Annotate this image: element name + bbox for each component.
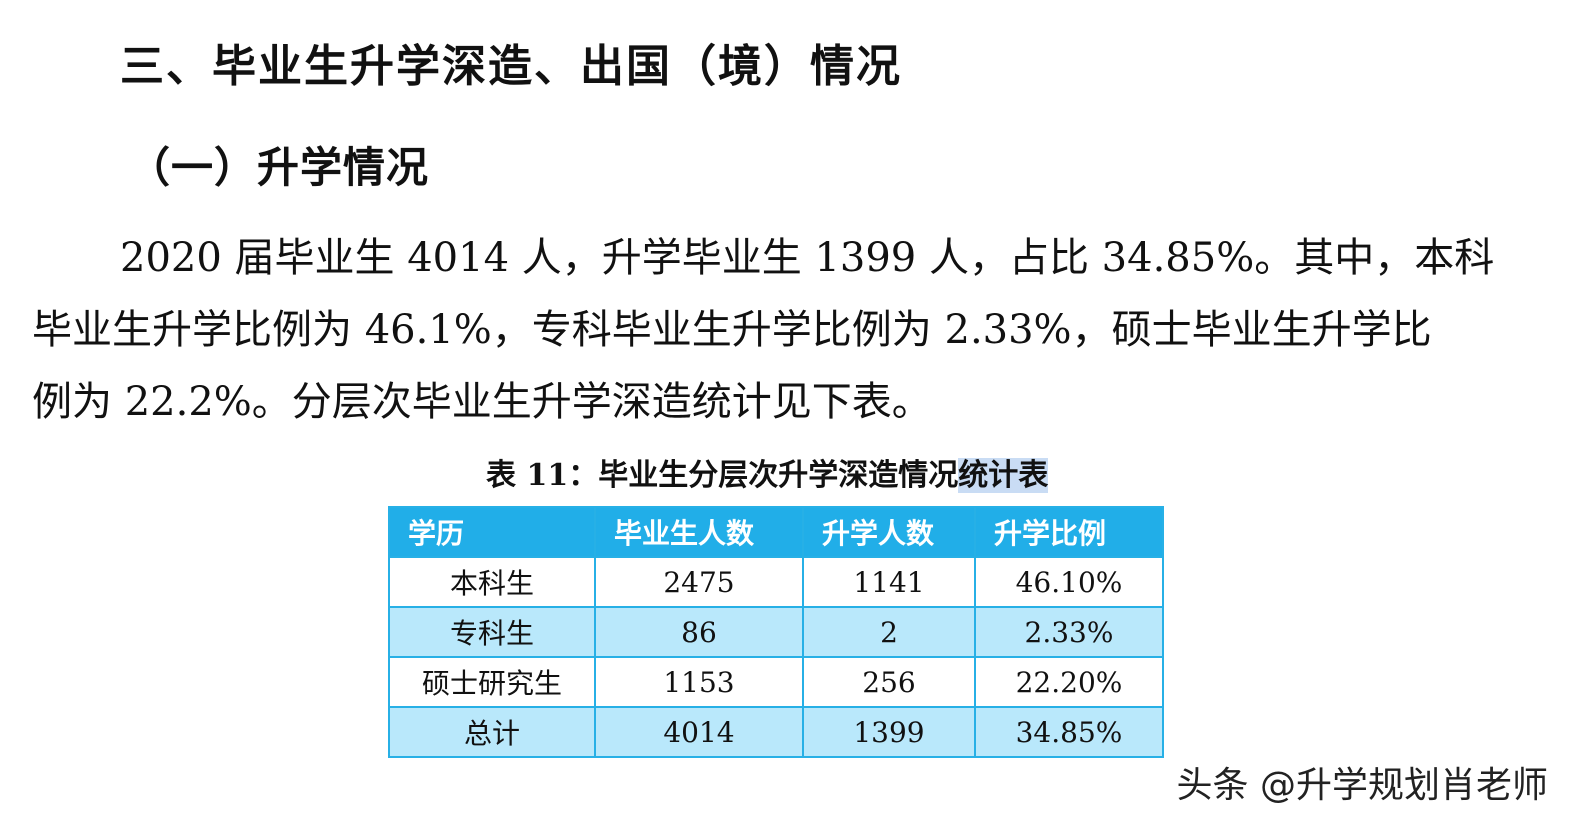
caption-main: 表 11：毕业生分层次升学深造情况 xyxy=(486,458,959,493)
table-caption: 表 11：毕业生分层次升学深造情况统计表 xyxy=(486,450,1049,494)
section-heading: 三、毕业生升学深造、出国（境）情况 xyxy=(120,41,902,92)
cell-graduates: 2475 xyxy=(594,556,804,608)
paragraph-line-1: 2020 届毕业生 4014 人，升学毕业生 1399 人，占比 34.85%。… xyxy=(120,235,1495,281)
caption-selected-text[interactable]: 统计表 xyxy=(958,458,1049,493)
cell-degree: 专科生 xyxy=(388,606,596,658)
table-header-row: 学历 毕业生人数 升学人数 升学比例 xyxy=(388,506,1164,558)
cell-rate: 22.20% xyxy=(974,656,1164,708)
cell-graduates: 4014 xyxy=(594,706,804,758)
cell-degree: 总计 xyxy=(388,706,596,758)
header-rate: 升学比例 xyxy=(974,506,1164,558)
cell-further-study: 1399 xyxy=(802,706,976,758)
source-watermark: 头条 @升学规划肖老师 xyxy=(1176,765,1548,806)
graduate-stats-table: 学历 毕业生人数 升学人数 升学比例 本科生 2475 1141 46.10% … xyxy=(388,506,1164,758)
cell-degree: 硕士研究生 xyxy=(388,656,596,708)
table-row: 本科生 2475 1141 46.10% xyxy=(388,556,1164,608)
paragraph-line-2: 毕业生升学比例为 46.1%，专科毕业生升学比例为 2.33%，硕士毕业生升学比 xyxy=(32,307,1432,353)
cell-rate: 46.10% xyxy=(974,556,1164,608)
table-row: 专科生 86 2 2.33% xyxy=(388,606,1164,658)
cell-rate: 2.33% xyxy=(974,606,1164,658)
header-further-study: 升学人数 xyxy=(802,506,976,558)
subsection-heading: （一）升学情况 xyxy=(128,143,430,192)
cell-further-study: 2 xyxy=(802,606,976,658)
paragraph-line-3: 例为 22.2%。分层次毕业生升学深造统计见下表。 xyxy=(32,379,932,425)
header-degree: 学历 xyxy=(388,506,596,558)
cell-degree: 本科生 xyxy=(388,556,596,608)
body-paragraph: 2020 届毕业生 4014 人，升学毕业生 1399 人，占比 34.85%。… xyxy=(32,222,1532,438)
cell-graduates: 1153 xyxy=(594,656,804,708)
cell-further-study: 256 xyxy=(802,656,976,708)
cell-rate: 34.85% xyxy=(974,706,1164,758)
cell-graduates: 86 xyxy=(594,606,804,658)
header-graduates: 毕业生人数 xyxy=(594,506,804,558)
table-row: 硕士研究生 1153 256 22.20% xyxy=(388,656,1164,708)
table-row-total: 总计 4014 1399 34.85% xyxy=(388,706,1164,758)
cell-further-study: 1141 xyxy=(802,556,976,608)
